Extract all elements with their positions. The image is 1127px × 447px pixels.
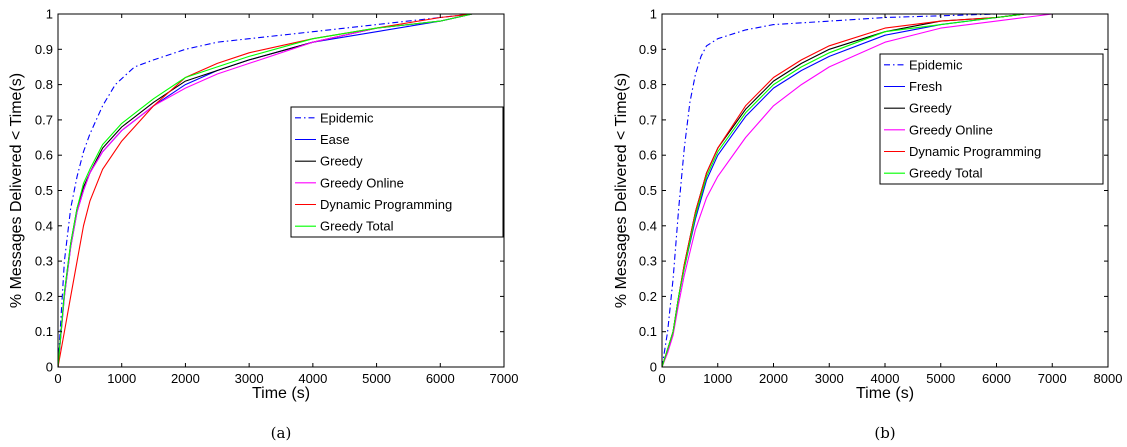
y-tick-label: 0.4 bbox=[639, 218, 657, 233]
x-tick-label: 5000 bbox=[362, 371, 391, 386]
subfigure-caption: (a) bbox=[271, 424, 292, 442]
legend-label: Dynamic Programming bbox=[320, 197, 452, 212]
x-tick-label: 6000 bbox=[426, 371, 455, 386]
legend-label: Epidemic bbox=[320, 110, 374, 125]
y-tick-label: 0.3 bbox=[35, 254, 53, 269]
y-axis-label: % Messages Delivered < Time(s) bbox=[613, 73, 630, 308]
y-tick-label: 1 bbox=[650, 7, 657, 22]
legend-label: Greedy Total bbox=[909, 166, 983, 181]
legend-box bbox=[290, 106, 504, 238]
legend: Epidemic Fresh Greedy Greedy Online Dynamic … bbox=[879, 53, 1104, 185]
x-tick-label: 3000 bbox=[235, 371, 264, 386]
x-tick-label: 7000 bbox=[490, 371, 519, 386]
legend-label: Greedy bbox=[320, 154, 363, 169]
legend-box bbox=[879, 53, 1104, 185]
x-tick-label: 4000 bbox=[871, 371, 900, 386]
legend-label: Greedy Online bbox=[320, 175, 404, 190]
x-tick-label: 2000 bbox=[759, 371, 788, 386]
chart-b: 0 1000 2000 3000 4000 5000 6000 7000 8000 0 0.1 0.2… bbox=[613, 7, 1122, 443]
x-tick-label: 5000 bbox=[926, 371, 955, 386]
x-axis-label: Time (s) bbox=[252, 385, 310, 402]
series-line-greedy-total bbox=[662, 14, 1053, 367]
y-axis-label: % Messages Delivered < Time(s) bbox=[8, 73, 25, 308]
y-tick-label: 0.9 bbox=[639, 42, 657, 57]
legend-label: Ease bbox=[320, 132, 350, 147]
x-tick-label: 8000 bbox=[1094, 371, 1123, 386]
y-tick-label: 0.8 bbox=[35, 77, 53, 92]
y-tick-label: 0.6 bbox=[639, 148, 657, 163]
y-tick-label: 0.1 bbox=[35, 324, 53, 339]
y-tick-label: 0.1 bbox=[639, 324, 657, 339]
subfigure-caption: (b) bbox=[874, 424, 895, 442]
series-line-epidemic bbox=[58, 14, 504, 367]
y-tick-label: 0.7 bbox=[35, 112, 53, 127]
x-tick-label: 1000 bbox=[703, 371, 732, 386]
x-tick-label: 1000 bbox=[107, 371, 136, 386]
y-tick-label: 1 bbox=[46, 7, 53, 22]
x-tick-label: 6000 bbox=[982, 371, 1011, 386]
legend-label: Epidemic bbox=[909, 57, 963, 72]
series-line-dynamic-programming bbox=[58, 14, 504, 367]
y-tick-label: 0.2 bbox=[35, 289, 53, 304]
y-tick-label: 0 bbox=[46, 360, 53, 375]
legend-label: Dynamic Programming bbox=[909, 144, 1041, 159]
y-tick-label: 0.2 bbox=[639, 289, 657, 304]
x-tick-label: 3000 bbox=[815, 371, 844, 386]
x-tick-label: 4000 bbox=[298, 371, 327, 386]
legend-label: Greedy bbox=[909, 101, 952, 116]
x-tick-label: 0 bbox=[54, 371, 61, 386]
y-tick-label: 0.6 bbox=[35, 148, 53, 163]
x-tick-label: 7000 bbox=[1038, 371, 1067, 386]
chart-a: 0 1000 2000 3000 4000 5000 6000 7000 0 0.1 0.2 0.3 0… bbox=[8, 7, 518, 443]
legend-label: Greedy Total bbox=[320, 219, 394, 234]
series-lines bbox=[58, 14, 504, 367]
y-tick-label: 0.8 bbox=[639, 77, 657, 92]
x-tick-label: 0 bbox=[658, 371, 665, 386]
y-tick-label: 0.3 bbox=[639, 254, 657, 269]
series-line-greedy-online bbox=[662, 14, 1053, 367]
y-tick-label: 0.9 bbox=[35, 42, 53, 57]
legend-label: Greedy Online bbox=[909, 122, 993, 137]
x-axis-label: Time (s) bbox=[856, 385, 914, 402]
legend: Epidemic Ease Greedy Greedy Online Dynamic P… bbox=[290, 106, 504, 238]
y-tick-label: 0.7 bbox=[639, 112, 657, 127]
y-tick-label: 0.5 bbox=[35, 183, 53, 198]
y-tick-label: 0 bbox=[650, 360, 657, 375]
legend-label: Fresh bbox=[909, 79, 942, 94]
series-line-greedy-total bbox=[58, 14, 504, 367]
y-tick-label: 0.4 bbox=[35, 218, 53, 233]
x-tick-label: 2000 bbox=[171, 371, 200, 386]
y-tick-label: 0.5 bbox=[639, 183, 657, 198]
